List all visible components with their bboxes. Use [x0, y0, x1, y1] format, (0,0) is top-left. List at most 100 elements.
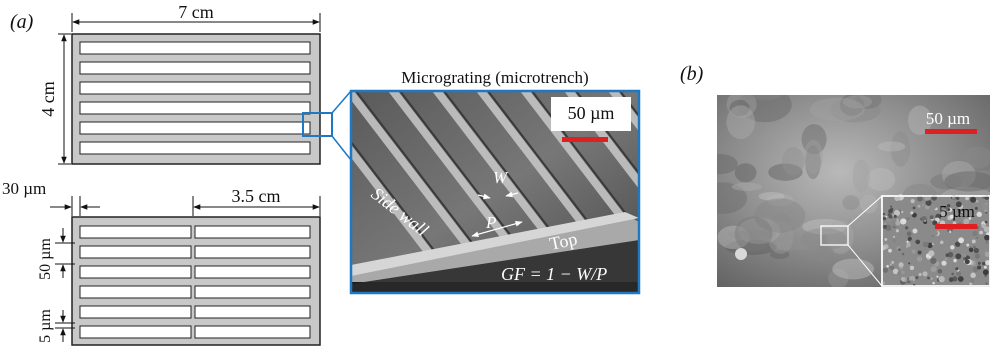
- inset-grain: [924, 219, 927, 222]
- inset-grain-texture: [881, 194, 991, 286]
- inset-grain: [915, 239, 921, 245]
- inset-grain: [906, 231, 912, 237]
- inset-grain: [974, 253, 981, 259]
- surface-blob: [944, 171, 990, 192]
- inset-grain: [931, 203, 938, 209]
- inset-grain: [975, 199, 979, 203]
- bottom-slot: [79, 245, 192, 259]
- inset-grain: [960, 211, 963, 214]
- surface-blob: [767, 193, 794, 207]
- inset-grain: [952, 221, 957, 225]
- inset-grain: [882, 224, 888, 230]
- inset-grain: [954, 241, 961, 247]
- inset-grain: [896, 218, 899, 221]
- dim-50-label: 50 µm: [37, 238, 54, 280]
- inset-grain: [888, 208, 893, 214]
- surface-blob: [734, 163, 757, 183]
- inset-grain: [979, 230, 983, 235]
- inset-grain: [888, 248, 892, 253]
- inset-grain: [930, 209, 934, 213]
- surface-blob: [852, 159, 870, 193]
- surface-blob: [803, 139, 823, 174]
- inset-grain: [985, 260, 991, 266]
- inset-grain: [916, 195, 923, 202]
- surface-blob: [855, 95, 882, 109]
- inset-grain: [969, 278, 975, 284]
- inset-grain: [938, 276, 945, 283]
- inset-grain: [957, 276, 964, 282]
- inset-grain: [941, 260, 947, 266]
- inset-grain: [955, 253, 962, 260]
- bottom-slot: [194, 305, 311, 319]
- surface-blob: [738, 95, 792, 123]
- sem-panel-b: 50 µm 5 µm: [717, 95, 991, 287]
- inset-grain: [937, 268, 943, 274]
- surface-blob: [802, 218, 847, 235]
- top-slot: [79, 121, 311, 135]
- inset-grain: [947, 251, 954, 258]
- inset-grain: [885, 215, 888, 218]
- inset-grain: [927, 257, 930, 260]
- inset-grain: [982, 261, 986, 266]
- surface-blob: [941, 160, 976, 189]
- inset-grain: [900, 277, 905, 282]
- surface-blob: [907, 105, 932, 136]
- sem-b-scalebar-label: 50 µm: [926, 109, 970, 128]
- inset-grain: [982, 203, 988, 210]
- surface-blob: [767, 220, 794, 254]
- bottom-slot: [79, 225, 192, 239]
- sem-b-zoom-box: [820, 225, 849, 246]
- inset-grain: [984, 234, 990, 241]
- inset-grain: [884, 237, 888, 241]
- surface-blob: [774, 239, 816, 251]
- inset-grain: [908, 238, 911, 241]
- inset-grain: [958, 237, 964, 244]
- surface-blob: [842, 95, 873, 109]
- inset-grain: [968, 217, 972, 220]
- inset-grain: [889, 263, 893, 266]
- inset-grain: [892, 239, 896, 243]
- inset-grain: [887, 213, 891, 217]
- inset-grain: [964, 259, 970, 265]
- inset-grain: [941, 210, 948, 217]
- inset-grain: [909, 275, 916, 282]
- inset-grain: [968, 247, 974, 253]
- micrograting-border: [349, 89, 641, 295]
- surface-blob: [758, 192, 785, 201]
- surface-blob: [962, 170, 990, 195]
- inset-grain: [931, 242, 935, 246]
- inset-grain: [948, 277, 954, 283]
- inset-grain: [973, 245, 976, 249]
- top-slot: [79, 61, 311, 75]
- inset-grain: [945, 232, 952, 238]
- bottom-slot: [194, 225, 311, 239]
- inset-grain: [944, 258, 948, 261]
- inset-grain: [966, 243, 970, 247]
- inset-grain: [910, 211, 914, 215]
- inset-grain: [893, 209, 901, 216]
- height-label: 4 cm: [38, 81, 58, 117]
- inset-grain: [976, 236, 979, 240]
- top-slot: [79, 101, 311, 115]
- inset-grain: [906, 240, 909, 243]
- inset-grain: [942, 208, 947, 212]
- inset-grain: [898, 262, 904, 268]
- inset-grain: [982, 269, 989, 276]
- inset-grain: [973, 247, 980, 254]
- inset-grain: [910, 199, 915, 204]
- surface-blob: [717, 153, 738, 175]
- inset-grain: [927, 276, 930, 280]
- panel-label-a: (a): [10, 11, 34, 33]
- top-slot: [79, 81, 311, 95]
- inset-grain: [918, 272, 922, 277]
- inset-grain: [950, 245, 955, 250]
- inset-grain: [951, 272, 955, 276]
- bottom-slot: [194, 265, 311, 279]
- inset-grain: [910, 280, 914, 283]
- surface-blob: [947, 172, 970, 198]
- inset-grain: [925, 199, 932, 206]
- trench-wall: [520, 91, 639, 247]
- w-label: W: [493, 168, 509, 187]
- inset-grain: [965, 196, 969, 201]
- inset-grain: [928, 250, 935, 257]
